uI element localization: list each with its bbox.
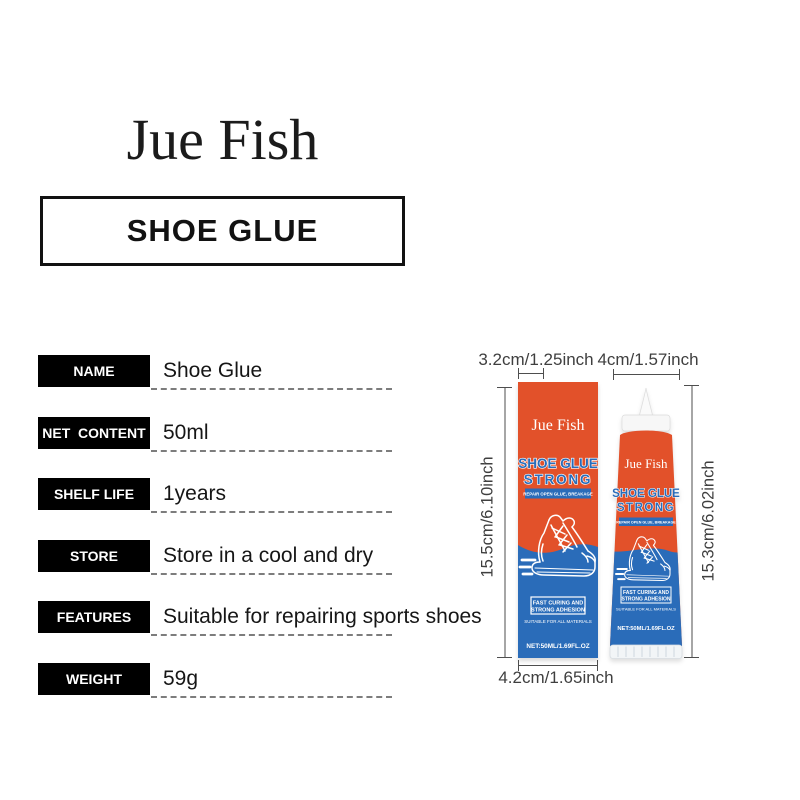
tube-title-line1: SHOE GLUE — [612, 488, 680, 500]
spec-divider-dotted — [151, 573, 392, 575]
box-badge-line2: STRONG ADHESION — [531, 608, 585, 614]
tube-crimp-seal — [609, 644, 683, 659]
spec-label: SHELF LIFE — [53, 486, 135, 502]
spec-value: 59g — [163, 667, 199, 690]
spec-value: Suitable for repairing sports shoes — [163, 605, 482, 628]
box-badge-frame — [530, 596, 586, 615]
tube-subtitle-strip — [619, 517, 673, 526]
dimension-label-box-width: 4.2cm/1.65inch — [498, 668, 614, 687]
spec-label-badge: STORE — [38, 540, 150, 572]
spec-divider-dotted — [151, 511, 392, 513]
box-suitable-text: SUITABLE FOR ALL MATERIALS — [524, 619, 591, 624]
spec-divider-dotted — [151, 450, 392, 452]
spec-row-shelf-life: SHELF LIFE 1years — [0, 478, 500, 514]
spec-label: FEATURES — [56, 609, 132, 625]
dimension-bracket-tube-width — [613, 369, 680, 380]
spec-label: STORE — [70, 548, 118, 564]
spec-label-badge: FEATURES — [38, 601, 150, 633]
tube-subtitle-text: REPAIR OPEN GLUE, BREAKAGE — [616, 521, 676, 525]
spec-label: NAME — [73, 363, 115, 379]
box-badge-line1: FAST CURING AND — [533, 601, 584, 607]
dimension-label-tube-width: 4cm/1.57inch — [597, 350, 699, 369]
spec-label-badge: NET CONTENT — [38, 417, 150, 449]
tube-body — [610, 430, 682, 646]
tube-suitable-text: SUITABLE FOR ALL MATERIALS — [616, 607, 676, 612]
product-box-front: Jue Fish SHOE GLUE STRONG REPAIR OPEN GL… — [518, 382, 598, 658]
brand-title: Jue Fish — [126, 107, 319, 172]
tube-cap-collar — [621, 414, 671, 432]
product-name-box: SHOE GLUE — [40, 196, 405, 266]
box-title-line1: SHOE GLUE — [518, 456, 598, 471]
spec-row-features: FEATURES Suitable for repairing sports s… — [0, 601, 500, 637]
dimension-bracket-box-depth — [518, 368, 544, 379]
box-title-line2: STRONG — [524, 472, 593, 487]
tube-brand-text: Jue Fish — [625, 456, 668, 471]
box-net-text: NET:50ML/1.69FL.OZ — [526, 643, 589, 650]
product-tube: Jue Fish SHOE GLUE STRONG REPAIR OPEN GL… — [609, 387, 683, 659]
spec-row-net-content: NET CONTENT 50ml — [0, 417, 500, 453]
spec-divider-dotted — [151, 634, 392, 636]
dimension-label-box-height: 15.5cm/6.10inch — [478, 456, 497, 578]
spec-divider-dotted — [151, 696, 392, 698]
tube-badge-line1: FAST CURING AND — [623, 590, 669, 596]
dimension-bracket-box-width — [518, 660, 598, 671]
spec-label-badge: NAME — [38, 355, 150, 387]
spec-label: NET CONTENT — [42, 425, 146, 441]
box-subtitle-text: REPAIR OPEN GLUE, BREAKAGE — [523, 492, 593, 497]
spec-row-name: NAME Shoe Glue — [0, 355, 500, 391]
product-name-box-label: SHOE GLUE — [126, 213, 319, 248]
spec-row-weight: WEIGHT 59g — [0, 663, 500, 699]
dimension-label-box-depth: 3.2cm/1.25inch — [478, 350, 594, 369]
tube-nozzle — [639, 387, 653, 416]
spec-label-badge: WEIGHT — [38, 663, 150, 695]
spec-label: WEIGHT — [66, 671, 122, 687]
tube-title-line2: STRONG — [617, 502, 675, 514]
box-subtitle-strip — [525, 488, 591, 499]
spec-row-store: STORE Store in a cool and dry — [0, 540, 500, 576]
dimension-line-tube-height — [684, 385, 699, 658]
tube-badge-frame — [620, 586, 672, 604]
tube-net-text: NET:50ML/1.69FL.OZ — [617, 626, 675, 632]
tube-badge-line2: STRONG ADHESION — [622, 597, 671, 603]
spec-label-badge: SHELF LIFE — [38, 478, 150, 510]
spec-value: 1years — [163, 482, 227, 505]
spec-value: Shoe Glue — [163, 359, 263, 382]
spec-divider-dotted — [151, 388, 392, 390]
spec-value: 50ml — [163, 421, 209, 444]
dimension-line-box-height — [497, 387, 512, 658]
dimension-label-tube-height: 15.3cm/6.02inch — [699, 460, 718, 582]
box-brand-text: Jue Fish — [532, 417, 585, 434]
spec-value: Store in a cool and dry — [163, 544, 374, 567]
tube-crimp-ridges — [617, 646, 675, 657]
